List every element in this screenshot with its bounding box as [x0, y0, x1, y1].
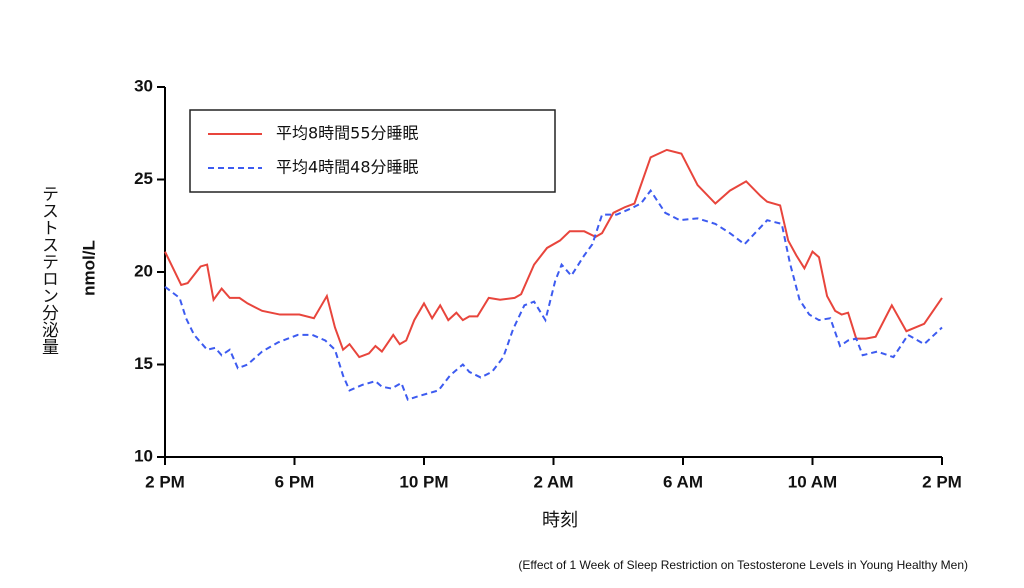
y-tick-label: 30	[134, 76, 153, 95]
y-axis-label: テストステロン分泌量	[38, 185, 59, 355]
y-tick-label: 15	[134, 354, 153, 373]
x-tick-label: 2 AM	[534, 472, 574, 491]
x-tick-label: 6 PM	[275, 472, 315, 491]
legend-box	[189, 109, 556, 193]
x-tick-label: 2 PM	[145, 472, 185, 491]
x-axis-label: 時刻	[542, 510, 578, 531]
source-note: (Effect of 1 Week of Sleep Restriction o…	[518, 558, 968, 572]
x-tick-label: 6 AM	[663, 472, 703, 491]
y-tick-label: 10	[134, 446, 153, 465]
x-tick-label: 10 PM	[399, 472, 448, 491]
y-tick-label: 20	[134, 261, 153, 280]
data-line	[164, 188, 943, 401]
x-tick-label: 10 AM	[788, 472, 837, 491]
legend-label: 平均4時間48分睡眠	[276, 158, 419, 177]
y-axis-unit: nmol/L	[79, 240, 98, 296]
data-line	[164, 148, 943, 359]
x-tick-label: 2 PM	[922, 472, 962, 491]
legend-label: 平均8時間55分睡眠	[276, 124, 419, 143]
y-tick-label: 25	[134, 169, 153, 188]
